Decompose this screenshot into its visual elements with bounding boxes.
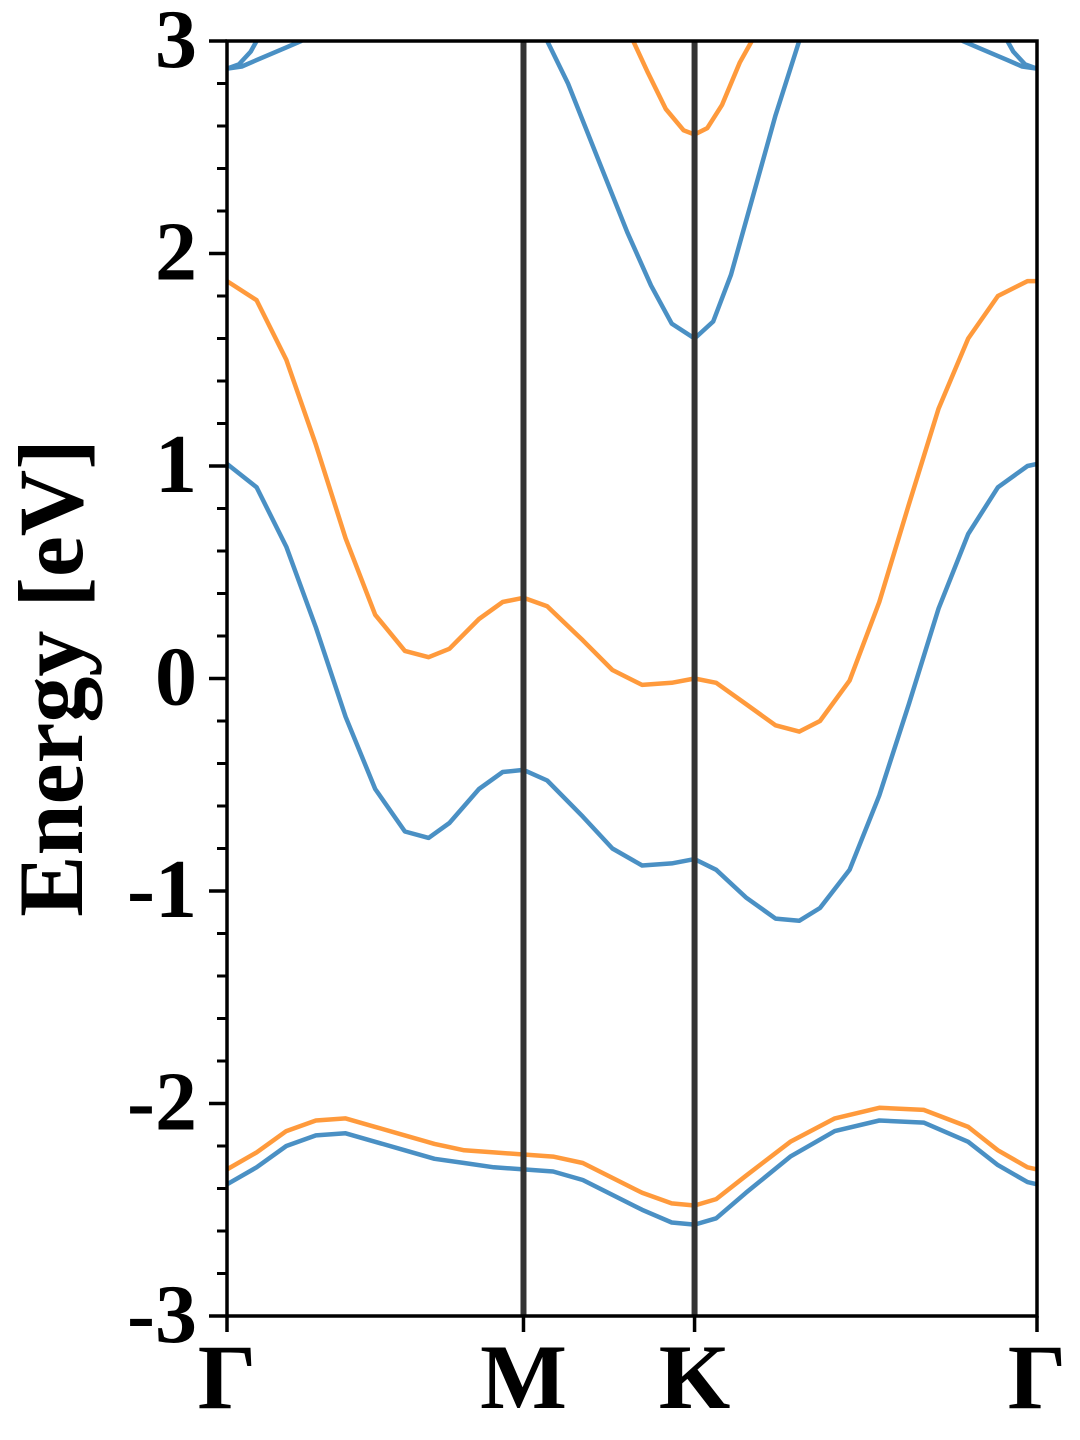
y-tick-label: 3	[155, 0, 197, 86]
x-tick-label: M	[480, 1326, 567, 1428]
y-axis-title: Energy [eV]	[0, 439, 102, 917]
y-tick-label: -1	[127, 843, 197, 936]
x-tick-label: K	[659, 1326, 731, 1428]
x-tick-label: Γ	[198, 1326, 257, 1428]
y-tick-label: -2	[127, 1056, 197, 1149]
band-line-1	[227, 461, 1037, 924]
band-line-6	[227, 41, 259, 71]
y-tick-label: 1	[155, 418, 197, 511]
y-tick-label: -3	[127, 1268, 197, 1361]
band-line-8	[1005, 41, 1037, 71]
band-line-4	[227, 1105, 1037, 1208]
band-line-10	[544, 41, 802, 341]
band-lines	[227, 41, 1037, 1227]
band-line-2	[227, 278, 1037, 734]
band-line-3	[227, 1118, 1037, 1227]
y-tick-label: 2	[155, 206, 197, 299]
y-axis-ticks: 3 2 1 0 -1 -2 -3	[127, 0, 227, 1361]
y-tick-label: 0	[155, 631, 197, 724]
high-symmetry-lines	[520, 41, 698, 1316]
x-tick-label: Γ	[1008, 1326, 1067, 1428]
